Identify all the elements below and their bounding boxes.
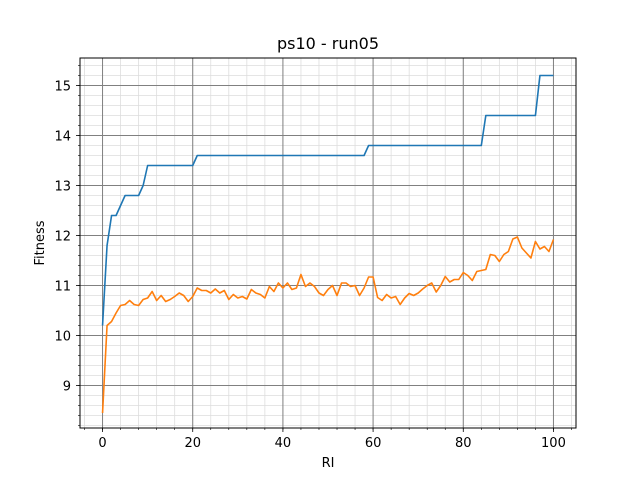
plot-area [80, 58, 576, 428]
x-tick-label: 80 [455, 436, 472, 451]
y-tick-label: 13 [54, 180, 71, 195]
y-tick-label: 12 [54, 230, 71, 245]
y-tick-label: 9 [63, 380, 71, 395]
series-line-2 [101, 236, 555, 414]
plot-frame [79, 57, 577, 429]
x-tick-label: 60 [365, 436, 382, 451]
x-tick-label: 0 [98, 436, 106, 451]
major-grid [80, 58, 576, 428]
series-layer [101, 74, 555, 414]
y-tick-label: 10 [54, 330, 71, 345]
tick-labels: 0 20 40 60 80 100 9 10 11 12 13 14 15 [54, 80, 565, 452]
x-tick-label: 100 [541, 436, 566, 451]
x-tick-label: 40 [275, 436, 292, 451]
chart-title: ps10 - run05 [277, 34, 379, 53]
y-tick-label: 11 [54, 280, 71, 295]
series-line-1 [101, 74, 554, 326]
x-tick-label: 20 [184, 436, 201, 451]
y-tick-label: 14 [54, 130, 71, 145]
y-tick-label: 15 [54, 80, 71, 95]
y-axis-label: Fitness [33, 220, 48, 265]
axis-ticks [76, 65, 572, 432]
x-axis-label: RI [322, 456, 335, 471]
